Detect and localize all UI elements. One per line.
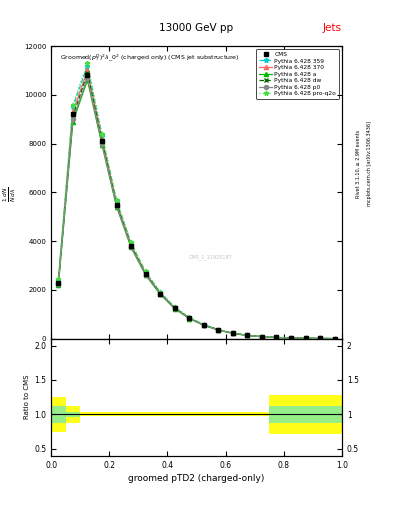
Text: Groomed$(p_T^D)^2\lambda\_0^2$ (charged only) (CMS jet substructure): Groomed$(p_T^D)^2\lambda\_0^2$ (charged … bbox=[60, 52, 239, 62]
Text: CMS_1_11920187: CMS_1_11920187 bbox=[189, 254, 233, 260]
Text: Rivet 3.1.10, ≥ 2.9M events: Rivet 3.1.10, ≥ 2.9M events bbox=[356, 130, 361, 198]
Text: Jets: Jets bbox=[323, 23, 342, 33]
Text: 13000 GeV pp: 13000 GeV pp bbox=[160, 23, 233, 33]
Text: $\frac{1}{N}\frac{dN}{d\lambda}$: $\frac{1}{N}\frac{dN}{d\lambda}$ bbox=[2, 187, 18, 202]
Legend: CMS, Pythia 6.428 359, Pythia 6.428 370, Pythia 6.428 a, Pythia 6.428 dw, Pythia: CMS, Pythia 6.428 359, Pythia 6.428 370,… bbox=[256, 49, 339, 99]
X-axis label: groomed pTD2 (charged-only): groomed pTD2 (charged-only) bbox=[128, 474, 265, 483]
Text: mcplots.cern.ch [arXiv:1306.3436]: mcplots.cern.ch [arXiv:1306.3436] bbox=[367, 121, 373, 206]
Y-axis label: Ratio to CMS: Ratio to CMS bbox=[24, 375, 30, 419]
